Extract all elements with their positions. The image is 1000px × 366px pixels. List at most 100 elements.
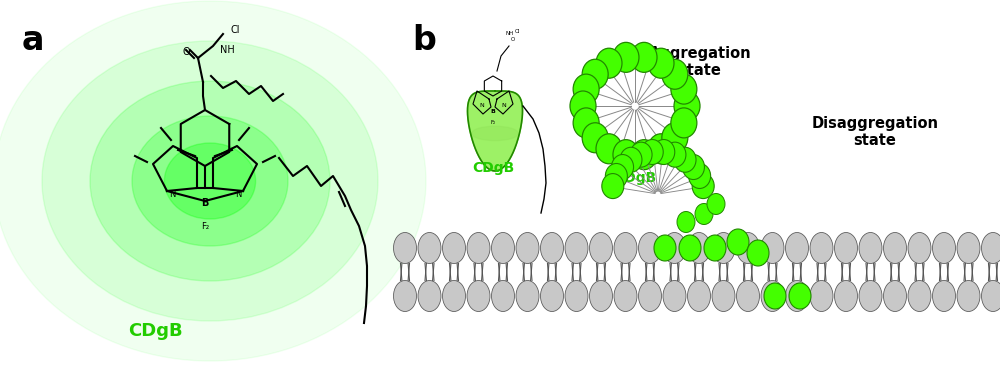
Ellipse shape [132, 116, 288, 246]
Ellipse shape [884, 232, 906, 264]
Ellipse shape [695, 203, 713, 224]
Text: O: O [511, 37, 515, 42]
Ellipse shape [982, 280, 1000, 311]
Ellipse shape [90, 81, 330, 281]
Ellipse shape [641, 139, 663, 164]
Text: B: B [201, 198, 209, 208]
Ellipse shape [164, 143, 256, 219]
Ellipse shape [764, 283, 786, 309]
Ellipse shape [677, 212, 695, 232]
Ellipse shape [663, 232, 686, 264]
Ellipse shape [590, 232, 612, 264]
Ellipse shape [692, 173, 714, 199]
Ellipse shape [671, 108, 697, 138]
Ellipse shape [418, 232, 441, 264]
Text: b: b [412, 24, 436, 57]
Ellipse shape [442, 280, 466, 311]
Ellipse shape [630, 142, 652, 167]
Ellipse shape [602, 173, 624, 199]
Text: CDgB: CDgB [472, 161, 514, 175]
Ellipse shape [418, 280, 441, 311]
Text: F₂: F₂ [201, 221, 209, 231]
Ellipse shape [565, 280, 588, 311]
Ellipse shape [582, 123, 608, 153]
Text: Disaggregation
state: Disaggregation state [812, 116, 938, 148]
Ellipse shape [491, 280, 514, 311]
Ellipse shape [590, 280, 612, 311]
Ellipse shape [472, 126, 518, 141]
Ellipse shape [662, 123, 688, 153]
Ellipse shape [648, 48, 674, 78]
Ellipse shape [442, 232, 466, 264]
Ellipse shape [631, 140, 657, 170]
Ellipse shape [664, 142, 686, 167]
Text: O: O [182, 47, 190, 57]
Ellipse shape [674, 91, 700, 121]
Text: Cl: Cl [515, 29, 520, 34]
Ellipse shape [679, 235, 701, 261]
Ellipse shape [736, 232, 760, 264]
Ellipse shape [620, 147, 642, 172]
Ellipse shape [0, 1, 426, 361]
Ellipse shape [654, 235, 676, 261]
Ellipse shape [540, 232, 564, 264]
Ellipse shape [712, 232, 735, 264]
Ellipse shape [467, 280, 490, 311]
Ellipse shape [688, 280, 710, 311]
Text: Aggregation
state: Aggregation state [649, 46, 751, 78]
Ellipse shape [394, 232, 416, 264]
Ellipse shape [957, 232, 980, 264]
Ellipse shape [605, 164, 627, 188]
Ellipse shape [596, 134, 622, 164]
Ellipse shape [707, 194, 725, 214]
Ellipse shape [682, 154, 704, 180]
Ellipse shape [573, 108, 599, 138]
Ellipse shape [932, 280, 956, 311]
Ellipse shape [810, 232, 833, 264]
Ellipse shape [663, 280, 686, 311]
Ellipse shape [786, 280, 808, 311]
Ellipse shape [761, 280, 784, 311]
Ellipse shape [467, 232, 490, 264]
Ellipse shape [570, 91, 596, 121]
Text: CDgB: CDgB [128, 322, 182, 340]
Ellipse shape [834, 280, 858, 311]
Text: N: N [169, 190, 175, 198]
Ellipse shape [957, 280, 980, 311]
Text: Cl: Cl [231, 25, 240, 35]
Text: N: N [480, 102, 484, 108]
Ellipse shape [516, 232, 539, 264]
Ellipse shape [540, 280, 564, 311]
Text: NH: NH [220, 45, 235, 55]
Text: B: B [491, 108, 495, 113]
Text: N: N [502, 102, 506, 108]
Ellipse shape [612, 154, 634, 180]
Ellipse shape [491, 232, 514, 264]
Ellipse shape [613, 42, 639, 72]
Ellipse shape [689, 164, 711, 188]
Ellipse shape [761, 232, 784, 264]
Ellipse shape [908, 232, 931, 264]
Ellipse shape [834, 232, 858, 264]
Ellipse shape [747, 240, 769, 266]
Ellipse shape [596, 48, 622, 78]
Ellipse shape [614, 232, 637, 264]
Ellipse shape [565, 232, 588, 264]
Ellipse shape [662, 59, 688, 89]
Ellipse shape [859, 280, 882, 311]
Ellipse shape [613, 140, 639, 170]
Ellipse shape [671, 74, 697, 104]
Ellipse shape [789, 283, 811, 309]
Ellipse shape [786, 232, 808, 264]
Text: a: a [22, 24, 44, 57]
Ellipse shape [614, 280, 637, 311]
Ellipse shape [932, 232, 956, 264]
Ellipse shape [688, 232, 710, 264]
Ellipse shape [42, 41, 378, 321]
Text: CDgB: CDgB [614, 171, 656, 185]
Polygon shape [468, 91, 522, 171]
Ellipse shape [639, 280, 662, 311]
Ellipse shape [736, 280, 760, 311]
Ellipse shape [573, 74, 599, 104]
Ellipse shape [631, 42, 657, 72]
